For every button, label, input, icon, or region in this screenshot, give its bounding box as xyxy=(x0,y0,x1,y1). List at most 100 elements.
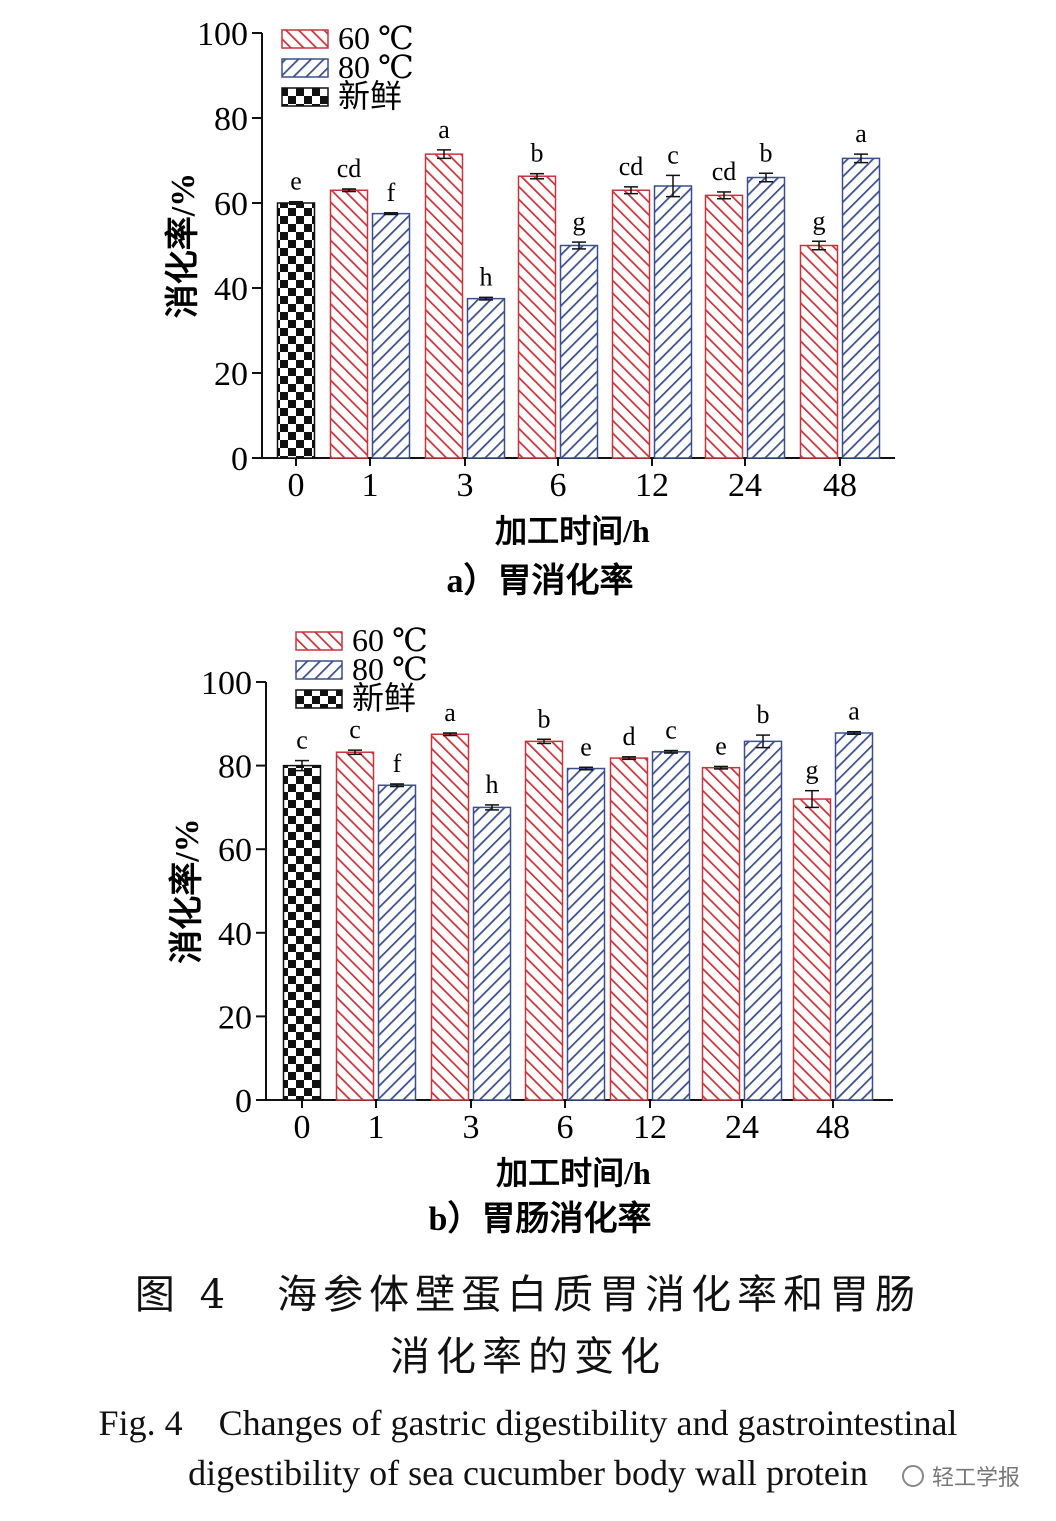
significance-label: e xyxy=(290,167,302,196)
significance-label: c xyxy=(667,140,679,169)
x-tick-label: 6 xyxy=(557,1109,574,1146)
x-tick-label: 1 xyxy=(362,467,379,504)
wechat-icon xyxy=(901,1465,924,1487)
bar xyxy=(834,732,874,1101)
bar xyxy=(651,751,691,1101)
gastric-digestibility-chart: 0 20 40 60 80 100 0 1 3 6 12 24 48 消化率/% 加工时间/h a）胃消化率 c… xyxy=(164,16,895,600)
legend-swatch xyxy=(281,58,329,78)
bar xyxy=(282,764,322,1101)
x-tick-label: 12 xyxy=(635,467,669,504)
significance-label: c xyxy=(349,715,361,744)
x-tick-label: 24 xyxy=(725,1109,759,1146)
significance-label: a xyxy=(855,119,867,148)
chart-subtitle: b）胃肠消化率 xyxy=(429,1199,652,1238)
x-axis-title: 加工时间/h xyxy=(496,1155,651,1191)
bar xyxy=(566,767,606,1101)
watermark: 轻工学报 xyxy=(901,1460,1020,1492)
significance-label: cd xyxy=(337,154,362,183)
bar xyxy=(472,806,512,1101)
legend-label: 新鲜 xyxy=(352,680,416,716)
bar xyxy=(430,733,470,1101)
x-tick-label: 3 xyxy=(463,1109,480,1146)
bar xyxy=(746,176,786,459)
significance-label: g xyxy=(813,206,826,235)
legend-label: 新鲜 xyxy=(338,78,402,114)
bar xyxy=(841,157,881,459)
y-tick-label: 40 xyxy=(218,916,252,953)
legend-swatch xyxy=(281,87,329,107)
bar xyxy=(335,751,375,1101)
significance-label: h xyxy=(480,262,493,291)
y-tick-label: 60 xyxy=(218,832,252,869)
significance-label: b xyxy=(538,704,551,733)
bar xyxy=(517,175,557,459)
legend-label: 80 ℃ xyxy=(352,651,428,687)
significance-label: f xyxy=(387,178,396,207)
bar xyxy=(701,766,741,1101)
x-tick-label: 48 xyxy=(823,467,857,504)
significance-label: a xyxy=(438,115,450,144)
significance-label: c xyxy=(665,716,677,745)
bar xyxy=(743,740,783,1101)
y-tick-label: 0 xyxy=(231,441,248,478)
bar xyxy=(792,798,832,1101)
bar xyxy=(799,244,839,459)
significance-label: g xyxy=(806,756,819,785)
bar xyxy=(371,212,411,459)
y-axis-title: 消化率/% xyxy=(168,818,206,963)
x-tick-label: 1 xyxy=(368,1109,385,1146)
significance-label: a xyxy=(848,697,860,726)
bar xyxy=(524,740,564,1101)
watermark-text: 轻工学报 xyxy=(931,1466,1020,1491)
chart-subtitle: a）胃消化率 xyxy=(447,561,634,600)
y-tick-label: 0 xyxy=(235,1083,252,1120)
legend-swatch xyxy=(295,660,343,680)
legend-swatch xyxy=(295,689,343,709)
x-tick-label: 6 xyxy=(550,467,567,504)
y-axis-title: 消化率/% xyxy=(164,173,202,318)
legend-swatch xyxy=(295,631,343,651)
x-tick-label: 48 xyxy=(816,1109,850,1146)
bar xyxy=(704,194,744,459)
x-tick-label: 24 xyxy=(728,467,762,504)
x-axis-title: 加工时间/h xyxy=(495,513,650,549)
legend-label: 80 ℃ xyxy=(338,49,414,85)
significance-label: b xyxy=(531,139,544,168)
bar xyxy=(329,189,369,459)
bar xyxy=(611,189,651,459)
x-tick-label: 0 xyxy=(288,467,305,504)
x-tick-label: 0 xyxy=(294,1109,311,1146)
significance-label: g xyxy=(573,207,586,236)
bar xyxy=(276,202,316,459)
x-tick-label: 3 xyxy=(457,467,474,504)
y-tick-label: 100 xyxy=(197,16,248,53)
figure-caption-cn-line2: 消化率的变化 xyxy=(390,1334,666,1380)
y-tick-label: 40 xyxy=(214,271,248,308)
bar xyxy=(377,784,417,1101)
y-tick-label: 20 xyxy=(214,356,248,393)
significance-label: h xyxy=(486,770,499,799)
legend-label: 60 ℃ xyxy=(338,20,414,56)
significance-label: d xyxy=(623,722,636,751)
y-tick-label: 80 xyxy=(218,749,252,786)
bar xyxy=(424,153,464,459)
significance-label: b xyxy=(760,138,773,167)
figure-caption-cn-line1: 图 4 海参体壁蛋白质胃消化率和胃肠 xyxy=(134,1272,922,1318)
figure-caption-en-line1: Fig. 4 Changes of gastric digestibility … xyxy=(98,1403,958,1443)
bar xyxy=(653,185,693,459)
x-tick-label: 12 xyxy=(633,1109,667,1146)
gastrointestinal-digestibility-chart: 0 20 40 60 80 100 0 1 3 6 12 24 48 消化率/% 加工时间/h b）胃肠消化率… xyxy=(168,622,893,1238)
y-tick-label: 80 xyxy=(214,101,248,138)
significance-label: b xyxy=(757,700,770,729)
significance-label: e xyxy=(580,732,592,761)
significance-label: cd xyxy=(712,157,737,186)
bar xyxy=(466,297,506,459)
significance-label: cd xyxy=(619,152,644,181)
significance-label: f xyxy=(393,749,402,778)
legend-label: 60 ℃ xyxy=(352,622,428,658)
y-tick-label: 60 xyxy=(214,186,248,223)
bar xyxy=(559,244,599,459)
bar xyxy=(609,757,649,1101)
legend-swatch xyxy=(281,29,329,49)
